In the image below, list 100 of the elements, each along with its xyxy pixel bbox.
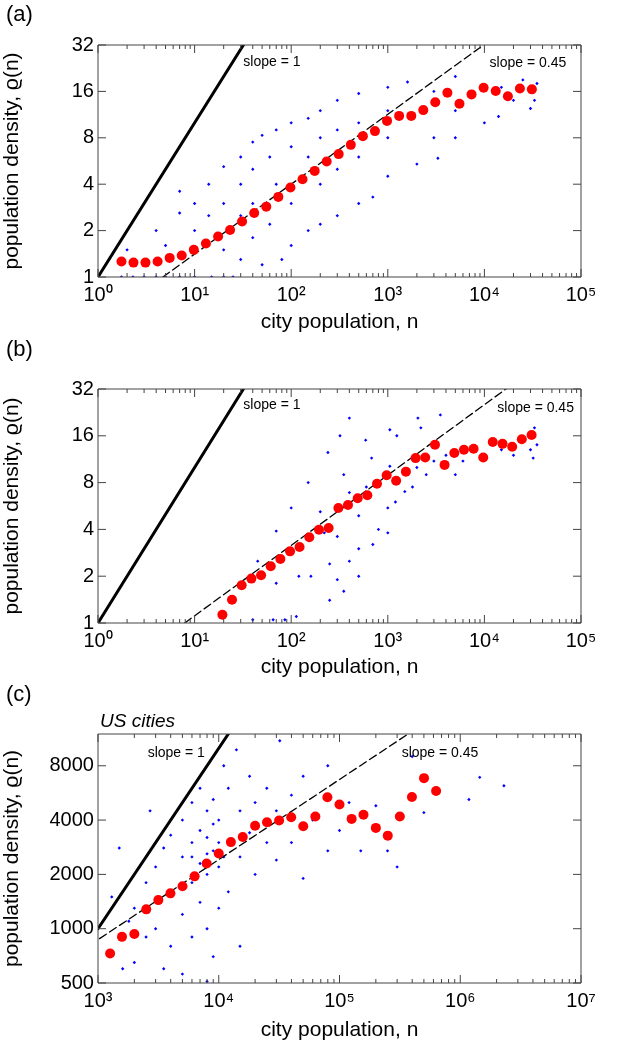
y-tick-label: 2 [82,563,94,586]
y-tick-label: 32 [71,376,94,399]
point [225,837,236,848]
annotation: slope = 0.45 [497,398,575,415]
point [261,201,272,212]
point [262,817,273,828]
x-axis-title: city population, n [260,654,419,678]
point [419,773,430,784]
x-axis-title: city population, n [260,1017,419,1041]
point [346,813,357,824]
y-tick-label: 8 [82,470,94,493]
x-tick-label: 10⁴ [468,282,500,305]
y-tick-label: 2000 [49,861,94,884]
point [454,98,465,109]
point [250,820,261,831]
point [141,904,152,915]
point [128,257,139,268]
chart-title: (b) [6,336,33,362]
point [188,244,199,255]
x-tick-label: 10³ [373,282,403,305]
x-tick-label: 10³ [373,628,403,651]
point [466,89,477,100]
y-tick-label: 8 [82,125,94,148]
x-tick-label: 10⁷ [566,988,596,1011]
point [358,809,369,820]
point [334,799,345,810]
point [213,231,224,242]
point [431,785,442,796]
x-axis-title: city population, n [260,309,419,333]
x-tick-label: 10⁵ [565,628,597,651]
point [297,174,308,185]
point [394,110,405,121]
point [273,191,284,202]
chart-title: (a) [6,1,33,27]
point [357,131,368,142]
x-tick-label: 10⁵ [324,988,355,1011]
y-tick-label: 1000 [49,916,94,939]
point [394,811,405,822]
point [309,165,320,176]
point [406,792,417,802]
point [418,105,429,116]
point [430,97,441,108]
point [285,182,296,193]
point [442,87,453,98]
point [274,815,285,826]
x-tick-label: 10² [276,628,306,651]
point [176,250,187,261]
point [370,822,381,833]
point [177,881,188,892]
y-axis-title: population density, ϱ(n) [0,749,23,968]
x-tick-label: 10⁴ [468,628,500,651]
chart-title: (c) [6,681,32,707]
point [225,224,236,235]
y-tick-label: 4 [82,516,94,539]
annotation: slope = 1 [147,744,206,761]
y-tick-label: 16 [71,78,94,101]
annotation: slope = 0.45 [489,54,567,71]
point [478,82,489,93]
point [213,848,224,859]
point [333,149,344,160]
point [164,252,175,263]
annotation: slope = 1 [243,52,301,69]
point [382,830,393,841]
point [201,858,212,869]
point [502,91,513,102]
point [514,83,525,94]
point [310,811,321,822]
point [165,888,176,899]
point [526,84,537,95]
y-tick-label: 2 [82,218,94,241]
point [153,895,164,906]
point [237,832,248,843]
point [152,256,163,267]
x-tick-label: 10⁵ [565,282,597,305]
y-tick-label: 16 [71,423,94,446]
x-tick-label: 10² [276,282,306,305]
point [321,156,332,167]
point [322,792,333,803]
y-tick-label: 8000 [49,753,94,776]
y-tick-label: 4000 [49,807,94,830]
y-tick-label: 32 [71,32,94,55]
x-tick-label: 10¹ [180,282,210,305]
point [286,812,297,823]
point [345,139,356,150]
point [105,948,116,959]
point [116,931,127,942]
point [129,929,140,940]
y-axis-title: population density, ϱ(n) [0,397,23,615]
point [116,256,127,267]
point [249,208,260,219]
chart-subtitle: US cities [100,709,176,731]
point [237,216,248,227]
point [298,821,309,832]
point [200,238,211,249]
y-axis-title: population density, ϱ(n) [0,52,23,270]
point [140,257,151,268]
point [189,871,200,882]
annotation: slope = 1 [243,396,301,413]
x-tick-label: 10¹ [180,628,210,651]
y-tick-label: 4 [82,171,94,194]
